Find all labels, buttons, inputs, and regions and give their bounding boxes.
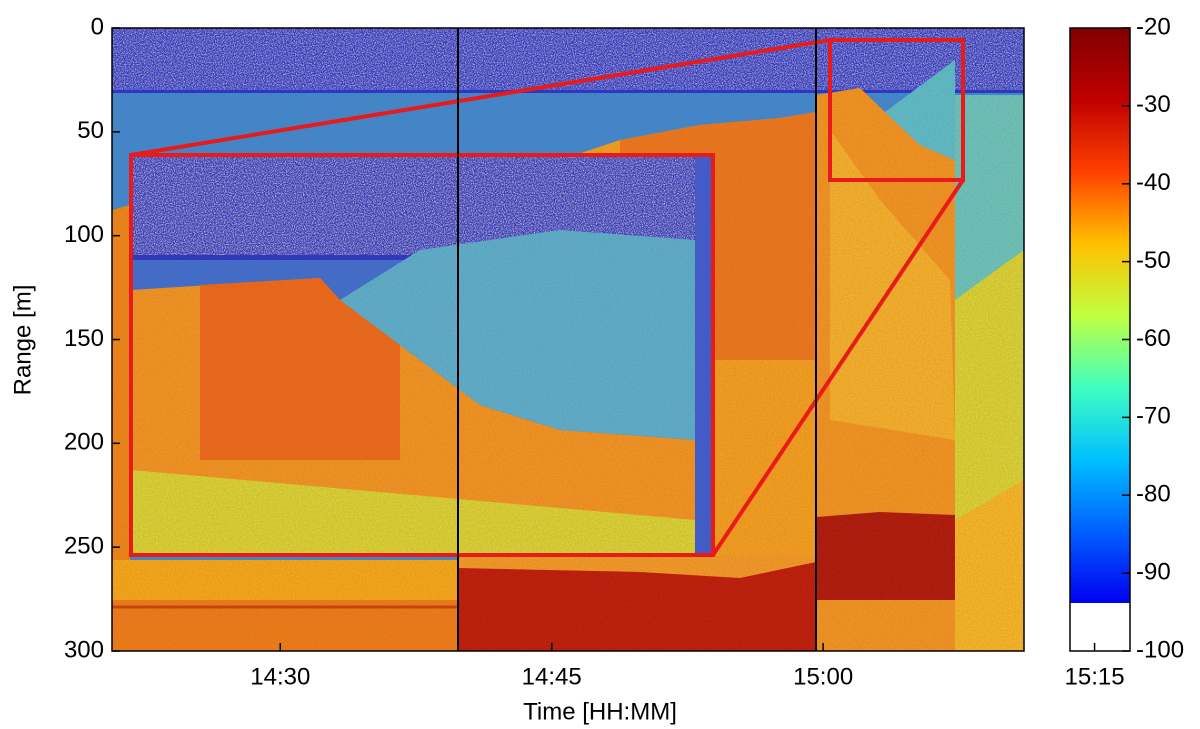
y-tick-label: 250 [64, 533, 104, 560]
colorbar-tick-label: -70 [1136, 403, 1171, 430]
x-tick-label: 14:45 [522, 663, 582, 690]
y-tick-label: 50 [77, 117, 104, 144]
colorbar-tick-label: -40 [1136, 169, 1171, 196]
y-tick-label: 0 [91, 13, 104, 40]
x-tick-label: 14:30 [250, 663, 310, 690]
y-tick-label: 300 [64, 636, 104, 663]
x-tick-label: 15:15 [1065, 663, 1125, 690]
colorbar [1069, 27, 1131, 652]
x-tick-label: 15:00 [793, 663, 853, 690]
colorbar-tick-label: -50 [1136, 247, 1171, 274]
colorbar-tick-label: -20 [1136, 13, 1171, 40]
colorbar-tick-label: -90 [1136, 558, 1171, 585]
colorbar-tick-label: -60 [1136, 325, 1171, 352]
colorbar-tick-label: -30 [1136, 91, 1171, 118]
colorbar-tick-label: -80 [1136, 481, 1171, 508]
colorbar-tick-label: -100 [1136, 636, 1184, 663]
x-axis-label: Time [HH:MM] [523, 698, 677, 725]
y-tick-label: 150 [64, 325, 104, 352]
y-axis-label: Range [m] [9, 285, 36, 396]
y-tick-label: 100 [64, 221, 104, 248]
y-tick-label: 200 [64, 429, 104, 456]
zoom-outline [129, 38, 965, 557]
zoom-inset [131, 155, 713, 555]
